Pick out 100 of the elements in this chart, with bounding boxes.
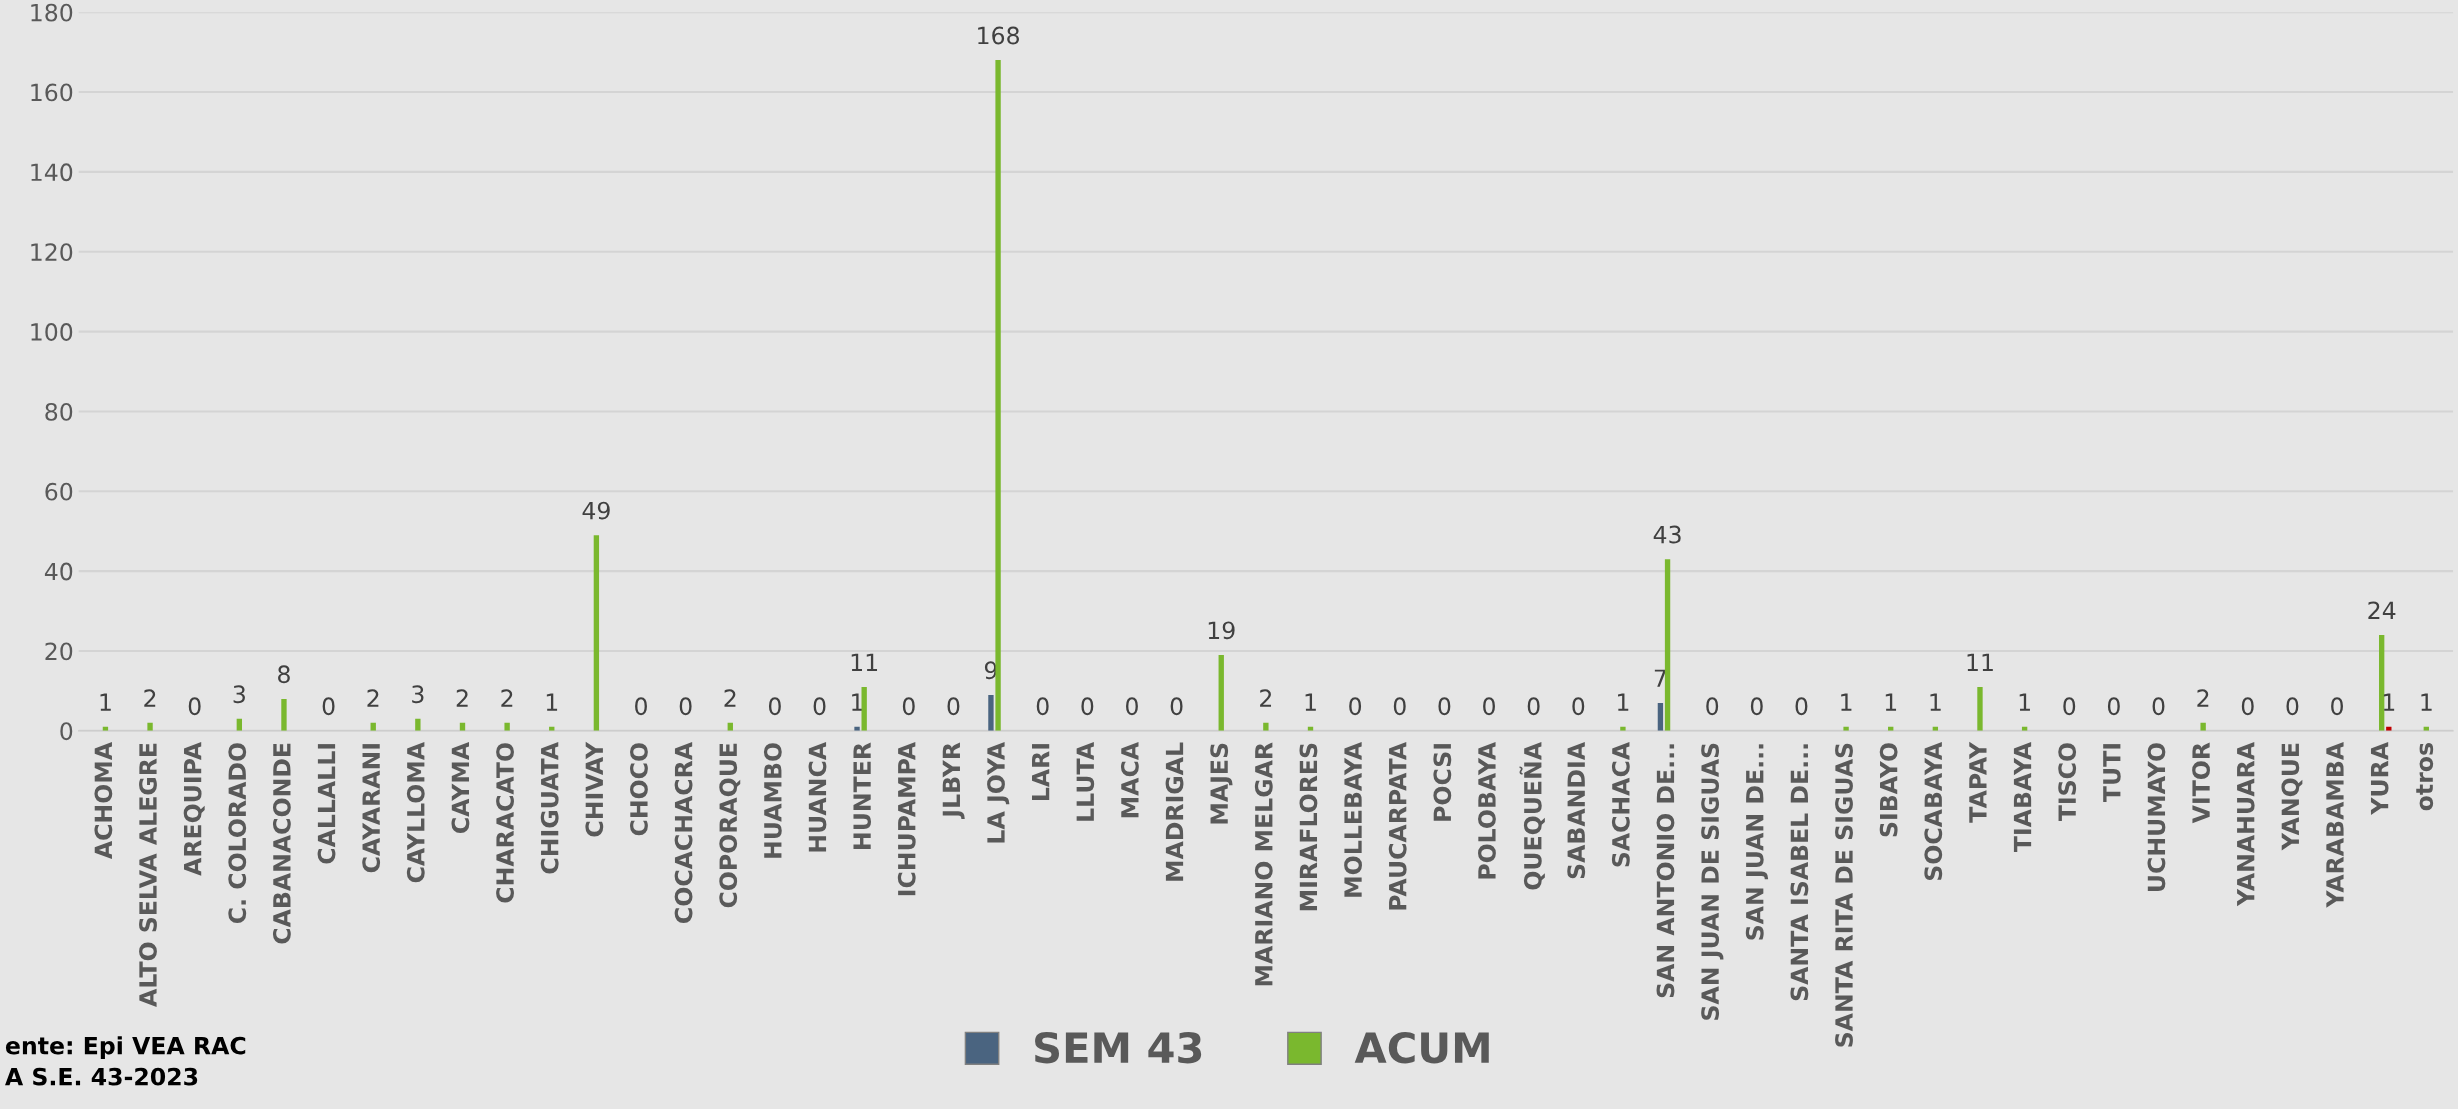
data-label: 0 bbox=[2152, 697, 2165, 716]
x-tick-label: TIABAYA bbox=[2013, 742, 2032, 853]
y-tick-label: 60 bbox=[45, 482, 73, 501]
data-label: 1 bbox=[1885, 693, 1897, 711]
bar bbox=[861, 686, 867, 731]
bar bbox=[1664, 559, 1671, 731]
data-label: 1 bbox=[2019, 693, 2030, 711]
data-label: 0 bbox=[679, 697, 692, 716]
x-tick-label: HUNTER bbox=[853, 742, 872, 849]
x-tick-label: CAYLLOMA bbox=[406, 742, 425, 883]
data-label: 2 bbox=[1260, 689, 1272, 707]
x-tick-label: LARI bbox=[1032, 744, 1050, 801]
x-tick-label: POCSI bbox=[1433, 744, 1452, 821]
legend-label: ACUM bbox=[1354, 1031, 1489, 1064]
x-tick-label: SANTA ISABEL DE... bbox=[1790, 744, 1809, 1001]
x-tick-label: YANQUE bbox=[2281, 743, 2303, 851]
data-label: 1 bbox=[546, 693, 558, 711]
y-tick-label: 80 bbox=[45, 402, 73, 421]
data-label: 168 bbox=[978, 26, 1019, 45]
y-tick-label: 100 bbox=[31, 323, 73, 341]
bar bbox=[1657, 702, 1664, 731]
x-tick-label: AREQUIPA bbox=[183, 742, 205, 876]
data-label: 0 bbox=[902, 697, 915, 716]
data-label: 0 bbox=[1393, 697, 1406, 716]
text: A S.E. 43-2023 bbox=[5, 1067, 198, 1086]
x-tick-label: MACA bbox=[1120, 742, 1139, 818]
x-tick-label: CAYARANI bbox=[362, 744, 381, 873]
data-label: 0 bbox=[1349, 697, 1362, 716]
data-label: 0 bbox=[947, 697, 960, 716]
data-label: 1 bbox=[1930, 693, 1941, 711]
x-tick-label: MADRIGAL bbox=[1165, 742, 1184, 881]
data-label: 0 bbox=[635, 697, 647, 716]
x-tick-label: ICHUPAMPA bbox=[897, 742, 916, 896]
data-label: 2 bbox=[501, 689, 513, 707]
x-tick-label: MIRAFLORES bbox=[1299, 743, 1318, 911]
bar bbox=[2378, 635, 2385, 731]
data-label: 11 bbox=[851, 653, 878, 671]
x-tick-label: CHIVAY bbox=[585, 741, 604, 837]
bar bbox=[147, 722, 153, 731]
data-label: 0 bbox=[188, 697, 201, 716]
data-label: 1 bbox=[1618, 693, 1629, 711]
data-label: 0 bbox=[2063, 697, 2076, 716]
data-label: 0 bbox=[2241, 697, 2254, 716]
x-tick-label: COCACHACRA bbox=[674, 742, 693, 923]
x-tick-label: SACHACA bbox=[1611, 742, 1630, 867]
data-label: 0 bbox=[1527, 697, 1540, 716]
y-tick-label: 20 bbox=[45, 642, 73, 661]
data-label: 0 bbox=[2286, 697, 2299, 716]
x-tick-label: VITOR bbox=[2192, 742, 2210, 824]
x-tick-label: CAYMA bbox=[451, 742, 470, 833]
x-tick-label: ALTO SELVA ALEGRE bbox=[139, 743, 157, 1007]
data-label: 0 bbox=[1483, 697, 1495, 716]
data-label: 1 bbox=[2383, 693, 2395, 711]
x-tick-label: SANTA RITA DE SIGUAS bbox=[1835, 743, 1853, 1047]
data-label: 0 bbox=[1081, 697, 1094, 716]
bar bbox=[281, 698, 287, 731]
x-tick-label: HUANCA bbox=[808, 742, 827, 852]
data-label: 0 bbox=[1438, 697, 1451, 716]
x-tick-label: CHARACATO bbox=[496, 743, 514, 903]
data-label: 1 bbox=[1841, 693, 1852, 711]
data-label: 0 bbox=[1126, 697, 1138, 716]
data-label: 0 bbox=[1750, 697, 1763, 716]
y-tick-label: 0 bbox=[60, 722, 73, 741]
data-label: 2 bbox=[144, 689, 156, 707]
x-tick-label: LA JOYA bbox=[987, 742, 1010, 843]
data-label: 2 bbox=[456, 689, 468, 707]
data-label: 2 bbox=[2197, 689, 2209, 707]
data-label: 1 bbox=[100, 693, 111, 711]
x-tick-label: SAN JUAN DE SIGUAS bbox=[1701, 743, 1724, 1020]
x-tick-label: SAN JUAN DE... bbox=[1745, 744, 1769, 940]
data-label: 0 bbox=[2107, 697, 2120, 716]
x-tick-label: YURA bbox=[2370, 742, 2389, 815]
data-label: 0 bbox=[322, 697, 335, 716]
x-tick-label: ACHOMA bbox=[94, 742, 113, 860]
x-tick-label: C. COLORADO bbox=[228, 743, 247, 924]
x-tick-label: COPORAQUE bbox=[719, 743, 741, 908]
x-tick-label: TAPAY bbox=[1969, 741, 1987, 823]
y-tick-label: 140 bbox=[31, 163, 73, 182]
data-label: 0 bbox=[1572, 697, 1585, 716]
x-tick-label: SABANDIA bbox=[1567, 742, 1586, 879]
data-label: 24 bbox=[2368, 601, 2396, 619]
x-tick-label: YANAHUARA bbox=[2237, 742, 2255, 907]
data-label: 1 bbox=[2421, 693, 2432, 711]
data-label: 0 bbox=[1795, 697, 1808, 716]
x-tick-label: HUAMBO bbox=[763, 743, 782, 858]
legend-label: SEM 43 bbox=[1035, 1031, 1202, 1064]
data-label: 2 bbox=[367, 689, 379, 707]
x-tick-label: MOLLEBAYA bbox=[1344, 742, 1362, 897]
data-label: 1 bbox=[1305, 693, 1316, 711]
x-tick-label: CHIGUATA bbox=[540, 742, 559, 874]
y-tick-label: 40 bbox=[44, 562, 73, 581]
x-tick-label: SOCABAYA bbox=[1924, 742, 1943, 881]
data-label: 8 bbox=[278, 665, 290, 684]
bar bbox=[995, 60, 1001, 731]
data-label: 43 bbox=[1653, 525, 1681, 544]
bar bbox=[593, 535, 600, 731]
bar bbox=[1263, 722, 1269, 731]
data-label: 7 bbox=[1654, 669, 1666, 687]
x-tick-label: QUEQUEÑA bbox=[1519, 742, 1545, 890]
x-tick-label: TISCO bbox=[2058, 743, 2077, 822]
